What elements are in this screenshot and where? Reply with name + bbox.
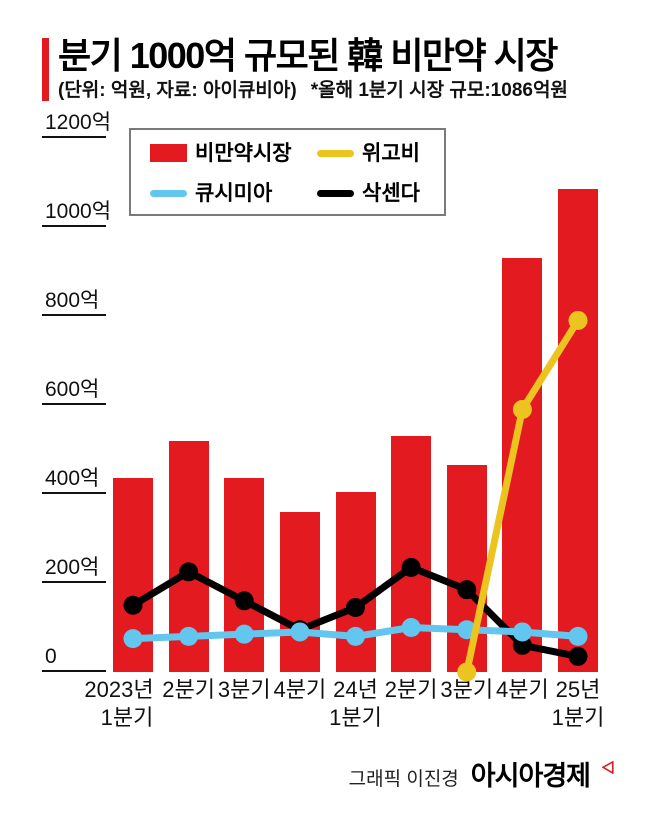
market-bar	[558, 188, 598, 672]
y-axis-label: 600억	[45, 378, 100, 401]
x-axis-label: 1분기	[329, 705, 382, 730]
x-axis-label: 24년	[333, 677, 378, 702]
footer: 그래픽 이진경 아시아경제	[349, 754, 614, 793]
brand-logo: 아시아경제	[470, 761, 591, 791]
y-axis-label: 0	[45, 645, 57, 668]
x-axis-label: 1분기	[551, 705, 605, 730]
legend-label: 큐시미아	[195, 182, 273, 205]
y-axis-tick	[42, 136, 106, 138]
legend-swatch-2	[317, 150, 354, 157]
market-size-note: *올해 1분기 시장 규모:1086억원	[310, 80, 568, 101]
x-axis-label: 2분기	[384, 677, 438, 702]
legend-swatch-3	[150, 190, 187, 197]
x-axis-label: 1분기	[100, 705, 154, 730]
x-axis-label: 3분기	[217, 677, 271, 702]
x-axis-label: 4분기	[273, 677, 327, 702]
legend-label: 비만약시장	[195, 142, 292, 165]
title-accent-bar	[42, 38, 49, 101]
y-axis-label: 1000억	[45, 200, 112, 223]
market-bar	[224, 478, 265, 672]
market-bar	[391, 436, 432, 672]
y-axis-label: 400억	[45, 467, 100, 490]
legend-label: 삭센다	[362, 182, 420, 205]
market-bar	[335, 491, 376, 672]
legend-swatch-4	[317, 190, 354, 197]
legend-label: 위고비	[362, 142, 420, 165]
market-bar	[279, 511, 320, 672]
unit-source-note: (단위: 억원, 자료: 아이큐비아)	[58, 80, 297, 101]
x-axis-label: 2분기	[162, 677, 215, 702]
x-axis-label: 25년	[555, 677, 601, 702]
legend-swatch-1	[150, 144, 187, 162]
y-axis-label: 200억	[45, 556, 100, 579]
market-bar	[502, 258, 543, 672]
y-axis-tick	[42, 225, 106, 227]
y-axis-label: 800억	[45, 289, 100, 312]
y-axis-tick	[42, 403, 106, 405]
market-bar	[113, 478, 153, 672]
chart-title: 분기 1000억 규모된 韓 비만약 시장	[58, 35, 558, 76]
y-axis-tick	[42, 492, 106, 494]
market-bar	[168, 440, 209, 672]
x-axis-label: 2023년	[84, 677, 154, 702]
brand-flag-icon	[602, 761, 614, 774]
market-bar	[446, 465, 487, 672]
y-axis-label: 1200억	[45, 111, 112, 134]
graphic-credit: 그래픽 이진경	[348, 769, 459, 790]
y-axis-tick	[42, 314, 106, 316]
y-axis-tick	[42, 581, 106, 583]
y-axis-tick	[42, 670, 106, 672]
chart-subtitle: (단위: 억원, 자료: 아이큐비아) *올해 1분기 시장 규모:1086억원	[58, 79, 568, 103]
x-axis-label: 4분기	[496, 677, 549, 702]
